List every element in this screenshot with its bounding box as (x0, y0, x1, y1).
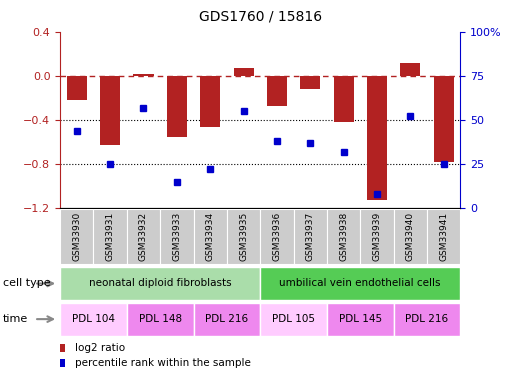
Text: GSM33933: GSM33933 (173, 212, 181, 261)
Bar (360, 209, 393, 264)
Text: PDL 216: PDL 216 (405, 314, 448, 324)
Text: GSM33935: GSM33935 (239, 212, 248, 261)
Bar (300, 76, 320, 89)
Bar (60, 359, 65, 368)
Text: GSM33930: GSM33930 (72, 212, 81, 261)
Bar (367, 76, 387, 200)
Bar (200, 76, 220, 127)
Text: GDS1760 / 15816: GDS1760 / 15816 (199, 9, 322, 23)
Text: GSM33936: GSM33936 (272, 212, 281, 261)
Bar (60, 209, 94, 264)
Text: neonatal diploid fibroblasts: neonatal diploid fibroblasts (89, 279, 232, 288)
Bar (334, 76, 354, 122)
Text: GSM33940: GSM33940 (406, 212, 415, 261)
Bar (133, 74, 154, 76)
Bar (327, 209, 360, 264)
Text: umbilical vein endothelial cells: umbilical vein endothelial cells (279, 279, 441, 288)
Text: PDL 145: PDL 145 (339, 314, 382, 324)
Text: GSM33939: GSM33939 (372, 212, 381, 261)
Text: GSM33941: GSM33941 (439, 212, 448, 261)
Bar (434, 76, 453, 162)
Bar (60, 303, 127, 336)
Text: GSM33931: GSM33931 (106, 212, 115, 261)
Text: GSM33937: GSM33937 (306, 212, 315, 261)
Bar (260, 267, 460, 300)
Text: GSM33932: GSM33932 (139, 212, 148, 261)
Bar (100, 76, 120, 146)
Bar (227, 209, 260, 264)
Text: time: time (3, 314, 28, 324)
Text: GSM33934: GSM33934 (206, 212, 214, 261)
Text: GSM33938: GSM33938 (339, 212, 348, 261)
Bar (293, 209, 327, 264)
Bar (260, 303, 327, 336)
Bar (393, 303, 460, 336)
Bar (60, 267, 260, 300)
Bar (194, 209, 227, 264)
Bar (400, 63, 420, 76)
Bar (427, 209, 460, 264)
Bar (60, 344, 65, 352)
Text: percentile rank within the sample: percentile rank within the sample (75, 358, 251, 368)
Bar (233, 68, 254, 76)
Bar (167, 76, 187, 136)
Text: cell type: cell type (3, 279, 50, 288)
Bar (194, 303, 260, 336)
Text: PDL 216: PDL 216 (206, 314, 248, 324)
Text: log2 ratio: log2 ratio (75, 343, 126, 352)
Bar (393, 209, 427, 264)
Bar (94, 209, 127, 264)
Text: PDL 105: PDL 105 (272, 314, 315, 324)
Bar (127, 303, 194, 336)
Bar (260, 209, 293, 264)
Bar (160, 209, 194, 264)
Bar (327, 303, 393, 336)
Bar (267, 76, 287, 106)
Bar (67, 76, 87, 100)
Text: PDL 104: PDL 104 (72, 314, 115, 324)
Text: PDL 148: PDL 148 (139, 314, 181, 324)
Bar (127, 209, 160, 264)
